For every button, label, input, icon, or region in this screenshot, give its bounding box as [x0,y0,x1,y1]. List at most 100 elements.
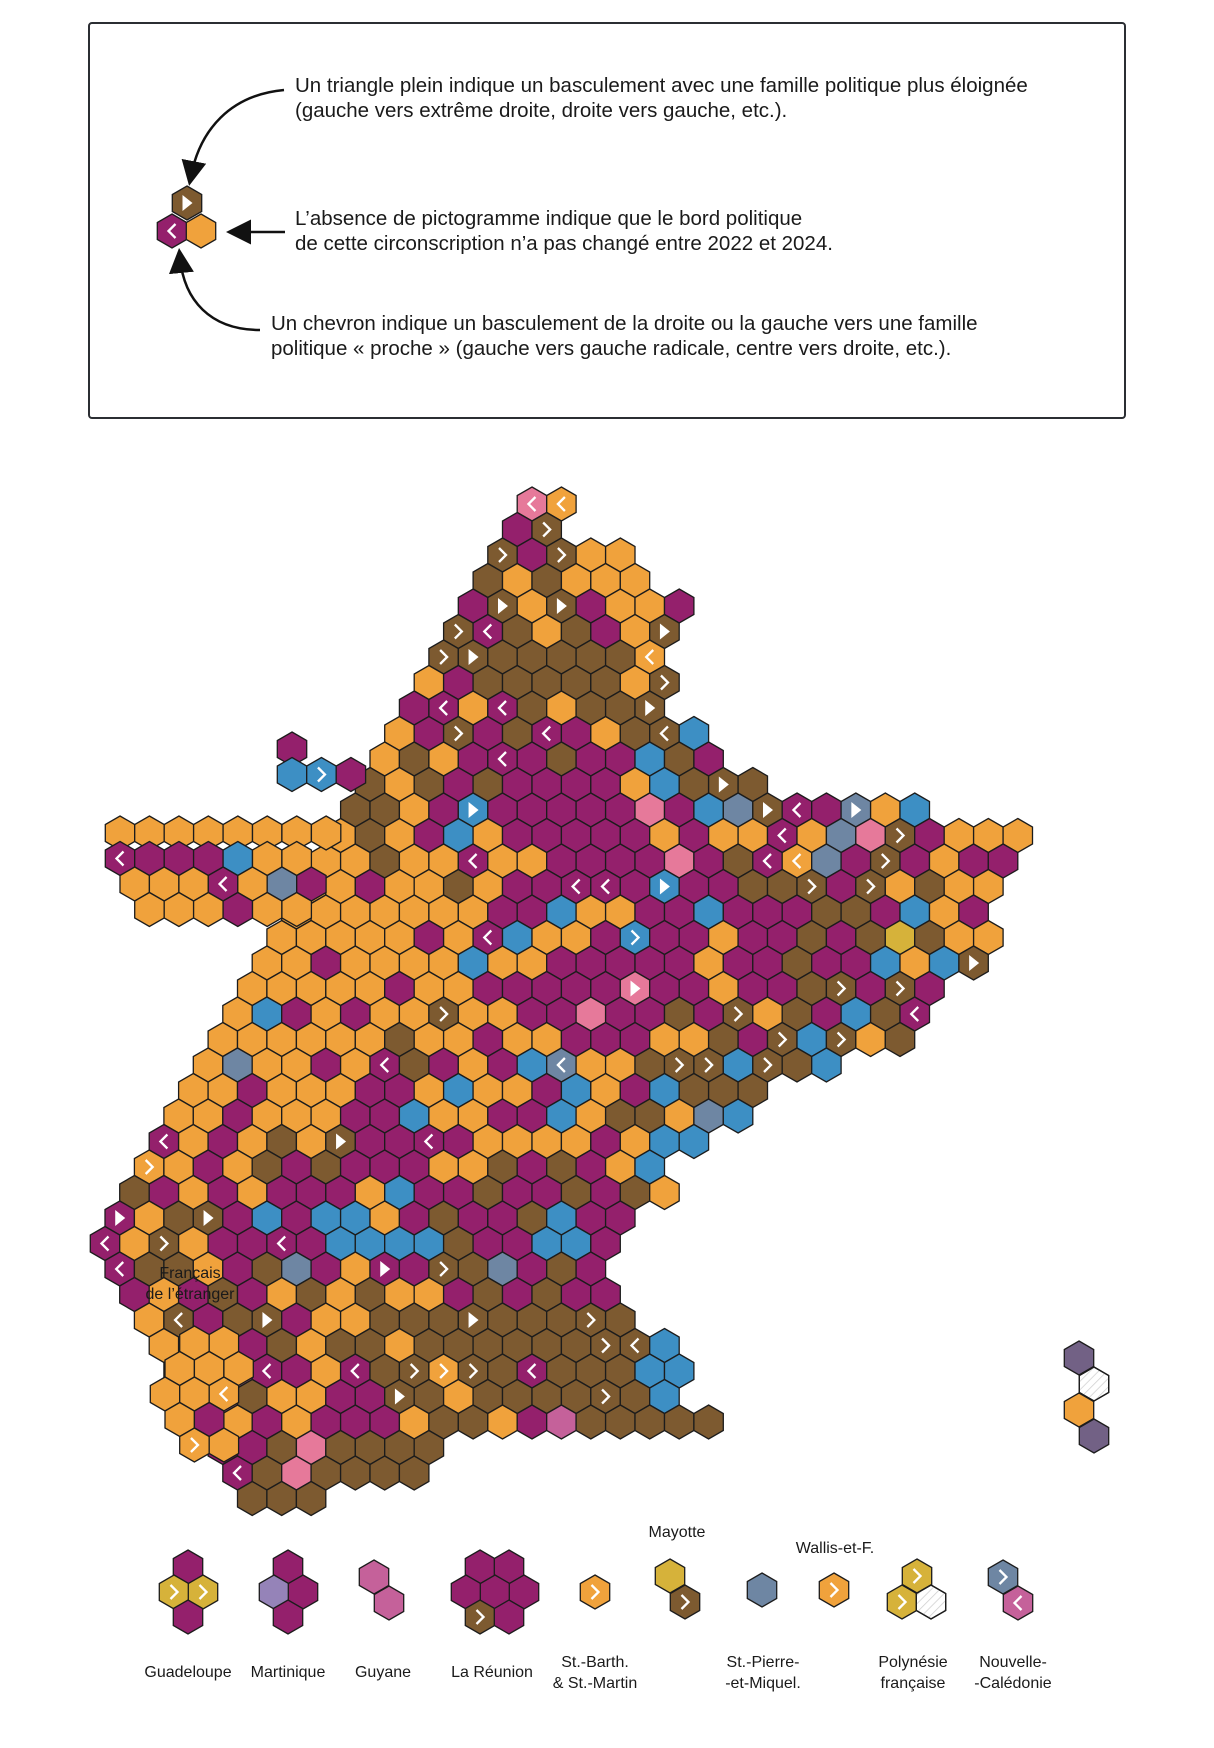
chevron-icon [659,725,669,742]
chevron-icon [909,1006,920,1022]
chevron-icon [829,1582,840,1598]
label-mayotte: Mayotte [648,1524,706,1541]
chevron-icon [423,1133,434,1150]
chevron-icon [438,700,448,716]
chevron-icon [570,878,581,895]
chevron-icon [660,674,670,691]
chevron-icon [601,1388,611,1405]
triangle-icon [851,802,862,818]
chevron-icon [912,1568,923,1584]
chevron-icon [114,850,125,867]
chevron-icon [807,878,817,895]
abroad-hex-cluster [149,1325,254,1463]
st-barth-hexes [579,1574,611,1610]
hex-cell [1078,1418,1110,1454]
guadeloupe-hexes [158,1549,219,1635]
chevron-icon [439,649,449,665]
chevron-icon [674,1057,685,1073]
chevron-icon [762,853,772,869]
chevron-icon [895,980,906,997]
hex-cell [373,1585,405,1621]
chevron-icon [541,725,551,742]
label-polynesie: Polynésie française [878,1654,948,1692]
triangle-icon [718,776,729,793]
chevron-icon [497,700,507,716]
label-martinique: Martinique [250,1664,326,1681]
legend-box [88,22,1126,419]
constituency-hex [281,891,313,928]
legend-arrows [168,88,285,332]
chevron-icon [218,1386,229,1402]
triangle-icon [394,1388,405,1405]
chevron-icon [99,1235,110,1252]
chevron-icon [317,766,327,783]
chevron-icon [497,751,507,767]
chevron-icon [590,1584,601,1600]
hex-cell [818,1572,850,1608]
chevron-icon [482,929,493,946]
chevron-icon [379,1057,390,1073]
triangle-icon [262,1312,273,1328]
constituency-hex [335,756,367,793]
chevron-icon [542,521,552,538]
triangle-icon [182,195,193,211]
chevron-icon [644,649,655,665]
hex-cell [272,1599,304,1635]
constituency-hex [693,1404,724,1440]
label-wallis: Wallis-et-F. [795,1540,875,1557]
chevron-icon [777,1031,788,1048]
arrow-chevron [168,248,261,332]
hex-cell [493,1599,525,1635]
triangle-icon [630,980,641,997]
triangle-icon [468,802,479,818]
chevron-icon [630,929,641,946]
chevron-icon [897,1594,908,1610]
triangle-icon [645,700,656,716]
triangle-icon [203,1210,214,1226]
hex-cell [1002,1585,1034,1621]
france-hex-map [89,486,1034,1517]
constituency-hex [208,1427,240,1463]
constituency-hex [306,756,337,793]
chevron-icon [454,725,464,742]
legend-hexes [156,185,217,249]
chevron-icon [409,1363,420,1379]
chevron-icon [217,876,228,892]
hex-cell [579,1574,611,1610]
hex-cell [669,1584,701,1620]
triangle-icon [498,598,509,614]
chevron-icon [439,1261,449,1277]
chevron-icon [169,1584,180,1600]
chevron-icon [629,1337,640,1354]
triangle-icon [380,1261,391,1277]
label-st-barth: St.-Barth. & St.-Martin [552,1654,638,1692]
legend-no-pictogram-text: L’absence de pictogramme indique que le … [295,207,833,255]
legend-triangle-text: Un triangle plein indique un basculement… [295,74,1028,122]
chevron-icon [601,1337,611,1354]
st-pierre-hexes [746,1572,778,1608]
triangle-icon [336,1133,347,1150]
chevron-icon [114,1261,125,1277]
chevron-icon [704,1057,714,1073]
chevron-icon [261,1363,272,1379]
chevron-icon [680,1594,691,1610]
chevron-icon [998,1569,1009,1585]
chevron-icon [763,1057,773,1073]
wallis-hexes [818,1572,850,1608]
chevron-icon [556,1057,566,1073]
guyane-hexes [358,1559,405,1621]
constituency-hex [310,815,342,851]
label-nouvelle-caledonie: Nouvelle- -Calédonie [974,1654,1052,1692]
constituency-hex [722,1098,754,1134]
hex-cell [746,1572,778,1608]
arrow-triangle [181,88,285,186]
chevron-icon [198,1584,209,1600]
chevron-icon [468,1363,479,1379]
constituency-hex [884,1021,916,1058]
chevron-icon [190,1437,200,1453]
right-hex-cluster [1063,1340,1110,1454]
label-la-reunion: La Réunion [451,1664,533,1681]
legend-chevron-text: Un chevron indique un basculement de la … [271,312,978,360]
chevron-icon [232,1465,242,1481]
triangle-icon [659,878,670,895]
